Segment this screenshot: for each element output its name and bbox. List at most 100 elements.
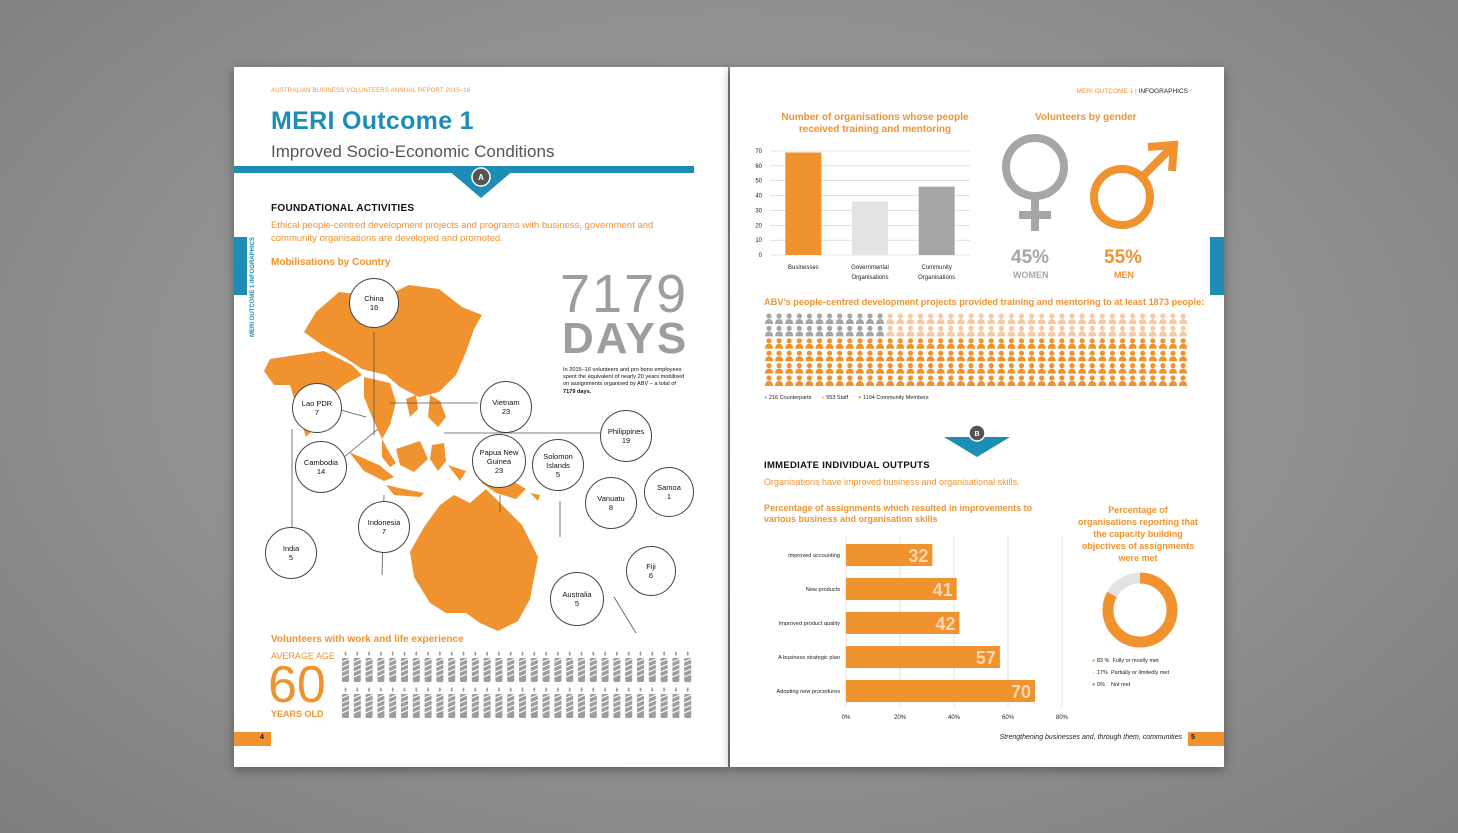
person-icon <box>775 375 784 386</box>
person-icon <box>1179 325 1188 337</box>
person-icon <box>1027 363 1036 374</box>
person-icon <box>1169 313 1177 324</box>
person-icon <box>1098 375 1107 386</box>
person-icon <box>1057 350 1066 362</box>
person-icon <box>1007 313 1016 324</box>
person-icon <box>775 363 784 374</box>
candle-icon <box>436 651 444 682</box>
person-icon <box>906 313 915 324</box>
people-heading: ABV’s people-centred development project… <box>764 297 1205 307</box>
person-icon <box>1148 350 1157 362</box>
person-icon <box>916 325 925 337</box>
person-icon <box>1138 375 1147 386</box>
map-landmass <box>264 285 540 631</box>
donut-legend-fully: ● 83 % Fully or mostly met <box>1092 658 1159 664</box>
person-icon <box>936 338 945 349</box>
person-icon <box>785 325 794 337</box>
person-icon <box>805 350 814 362</box>
person-icon <box>956 375 965 386</box>
person-icon <box>866 338 874 349</box>
person-icon <box>876 363 885 374</box>
person-icon <box>785 375 794 386</box>
person-icon <box>886 325 895 337</box>
candle-icon <box>365 651 373 682</box>
person-icon <box>1068 338 1076 349</box>
person-icon <box>835 325 844 337</box>
country-bubble-vanuatu: Vanuatu 8 <box>585 477 637 529</box>
person-icon <box>946 375 955 386</box>
person-icon <box>987 325 996 337</box>
person-icon <box>1148 375 1157 386</box>
candle-icon <box>518 651 527 682</box>
person-icon <box>1128 325 1137 337</box>
x-tick-label: Organisations <box>918 275 955 281</box>
person-icon <box>967 313 975 324</box>
person-icon <box>886 313 895 324</box>
person-icon <box>916 375 925 386</box>
person-icon <box>1179 350 1188 362</box>
candle-icon <box>518 687 527 718</box>
person-icon <box>845 325 854 337</box>
person-icon <box>855 325 864 337</box>
candle-icon <box>565 687 574 718</box>
candle-icon <box>495 687 503 718</box>
skills-bar-chart: 0% 20% 40% 60% 80% Improved accounting 32 New p… <box>777 537 1069 721</box>
person-icon <box>956 350 965 362</box>
section-text: Organisations have improved business and… <box>764 477 1020 487</box>
candle-icon <box>424 687 432 718</box>
person-icon <box>815 375 824 386</box>
person-icon <box>1169 350 1177 362</box>
person-icon <box>765 313 773 324</box>
age-heading: Volunteers with work and life experience <box>271 634 464 645</box>
candle-icon <box>577 651 586 682</box>
candle-icon <box>648 651 657 682</box>
x-tick-label: 40% <box>948 715 961 721</box>
person-icon <box>1057 325 1066 337</box>
candle-icon <box>377 651 385 682</box>
person-icon <box>886 375 895 386</box>
y-tick-label: 60 <box>755 164 762 170</box>
candle-icon <box>483 687 491 718</box>
person-icon <box>1027 375 1036 386</box>
candle-icon <box>400 687 409 718</box>
age-label-bottom: YEARS OLD <box>271 709 324 719</box>
person-icon <box>886 338 895 349</box>
candle-icon <box>400 651 409 682</box>
person-icon <box>1017 375 1026 386</box>
person-icon <box>855 363 864 374</box>
person-icon <box>1128 338 1137 349</box>
person-icon <box>906 350 915 362</box>
person-icon <box>977 338 986 349</box>
section-heading: FOUNDATIONAL ACTIVITIES <box>271 203 415 214</box>
person-icon <box>1179 375 1188 386</box>
person-icon <box>916 350 925 362</box>
candle-icon <box>424 651 432 682</box>
candle-icon <box>459 651 468 682</box>
person-icon <box>926 375 935 386</box>
section-heading: IMMEDIATE INDIVIDUAL OUTPUTS <box>764 460 930 471</box>
legend-community: ● 1104 Community Members <box>858 395 929 401</box>
person-icon <box>1118 313 1127 324</box>
candle-icon <box>683 687 692 718</box>
person-icon <box>1037 325 1046 337</box>
person-icon <box>1078 350 1087 362</box>
person-icon <box>835 375 844 386</box>
person-icon <box>835 338 844 349</box>
person-icon <box>1108 325 1117 337</box>
person-icon <box>1108 350 1117 362</box>
person-icon <box>926 363 935 374</box>
country-bubble-vietnam: Vietnam 23 <box>480 381 532 433</box>
person-icon <box>977 350 986 362</box>
person-icon <box>987 375 996 386</box>
person-icon <box>866 350 874 362</box>
donut-legend: ● 83 % Fully or mostly met ● 17% Partial… <box>1092 655 1169 691</box>
person-icon <box>896 350 905 362</box>
person-icon <box>765 338 773 349</box>
person-icon <box>775 338 784 349</box>
person-icon <box>967 338 975 349</box>
person-icon <box>1057 363 1066 374</box>
person-icon <box>936 313 945 324</box>
men-percent: 55% <box>1104 247 1143 268</box>
candle-icon <box>365 687 373 718</box>
candle-icon <box>672 651 680 682</box>
